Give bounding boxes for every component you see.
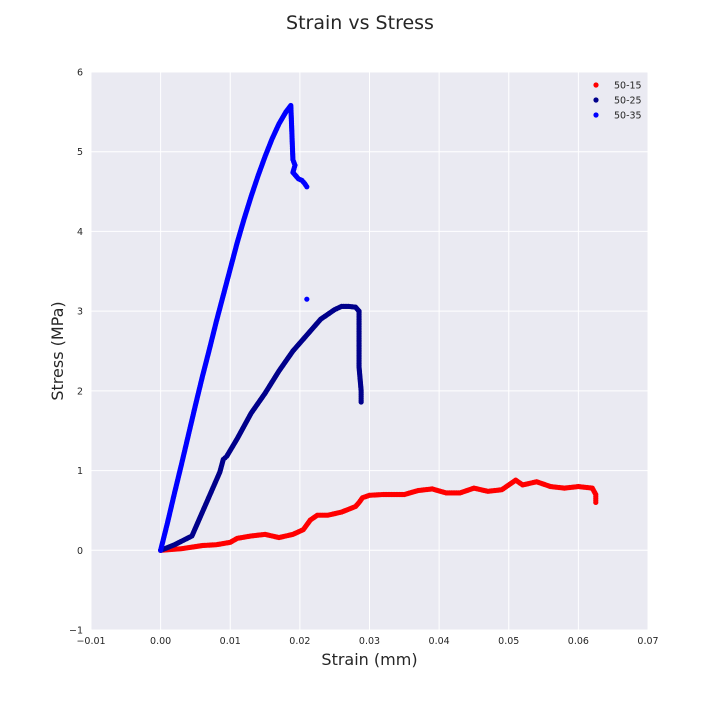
legend-marker [593,112,599,118]
x-tick-label: 0.02 [289,636,310,647]
y-tick-label: −1 [69,626,83,637]
x-tick-label: −0.01 [76,636,105,647]
series-50-15 [158,477,599,553]
y-tick-label: 2 [77,386,83,397]
legend-label: 50-15 [614,81,642,92]
x-tick-label: 0.05 [498,636,519,647]
x-axis-label: Strain (mm) [321,650,417,669]
x-tick-label: 0.00 [150,636,171,647]
data-point [358,399,364,405]
legend: 50-15 50-25 50-35 [593,81,642,122]
x-tick-label: 0.04 [429,636,450,647]
y-axis-label: Stress (MPa) [48,301,67,400]
y-tick-label: 0 [77,546,83,557]
legend-marker [593,97,599,103]
x-tick-label: 0.06 [568,636,589,647]
data-points [158,102,599,553]
series-50-35 [158,102,310,553]
series-50-25 [158,303,364,553]
x-tick-label: 0.07 [637,636,658,647]
tick-labels: −0.01 0.00 0.01 0.02 0.03 0.04 0.05 0.06 0.07 −1 0… [69,68,659,648]
y-tick-label: 3 [77,307,83,318]
legend-label: 50-25 [614,96,642,107]
x-tick-label: 0.03 [359,636,380,647]
legend-marker [593,82,599,88]
y-tick-label: 6 [77,68,83,79]
x-tick-label: 0.01 [220,636,241,647]
y-tick-label: 5 [77,147,83,158]
chart-title: Strain vs Stress [286,12,434,34]
data-point [304,296,310,302]
data-point [593,499,599,506]
gridlines [90,71,649,631]
legend-label: 50-35 [614,111,642,122]
y-tick-label: 1 [77,466,83,477]
data-point [304,184,310,190]
y-tick-label: 4 [77,227,83,238]
